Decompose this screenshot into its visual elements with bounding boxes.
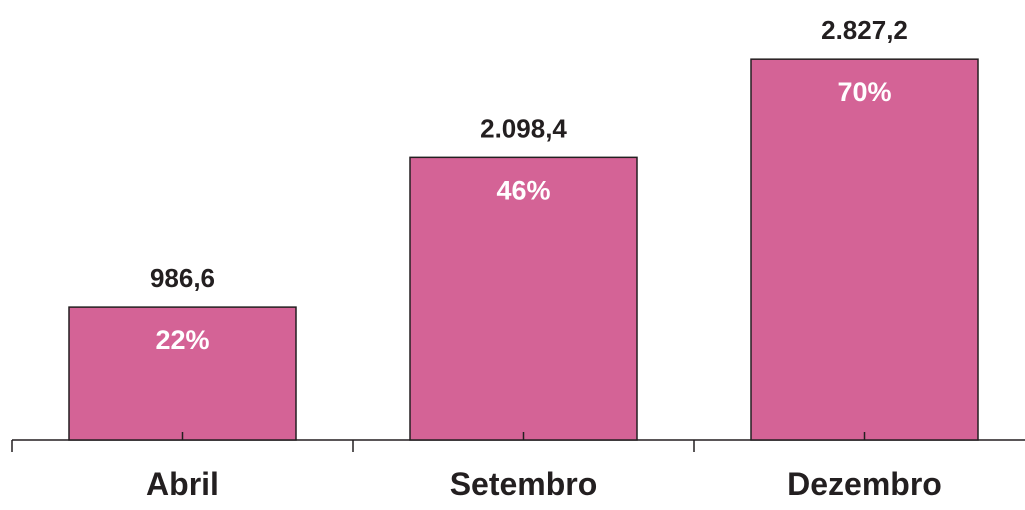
bar-setembro (409, 156, 638, 441)
value-label-dezembro: 2.827,2 (821, 15, 908, 45)
bar-dezembro (750, 58, 979, 441)
value-label-abril: 986,6 (150, 263, 215, 293)
category-label-setembro: Setembro (450, 466, 598, 502)
category-label-dezembro: Dezembro (787, 466, 942, 502)
percent-label-abril: 22% (155, 325, 209, 355)
percent-label-setembro: 46% (496, 175, 550, 205)
bar-abril (68, 306, 297, 441)
category-label-abril: Abril (146, 466, 219, 502)
percent-label-dezembro: 70% (837, 77, 891, 107)
value-label-setembro: 2.098,4 (480, 113, 567, 143)
